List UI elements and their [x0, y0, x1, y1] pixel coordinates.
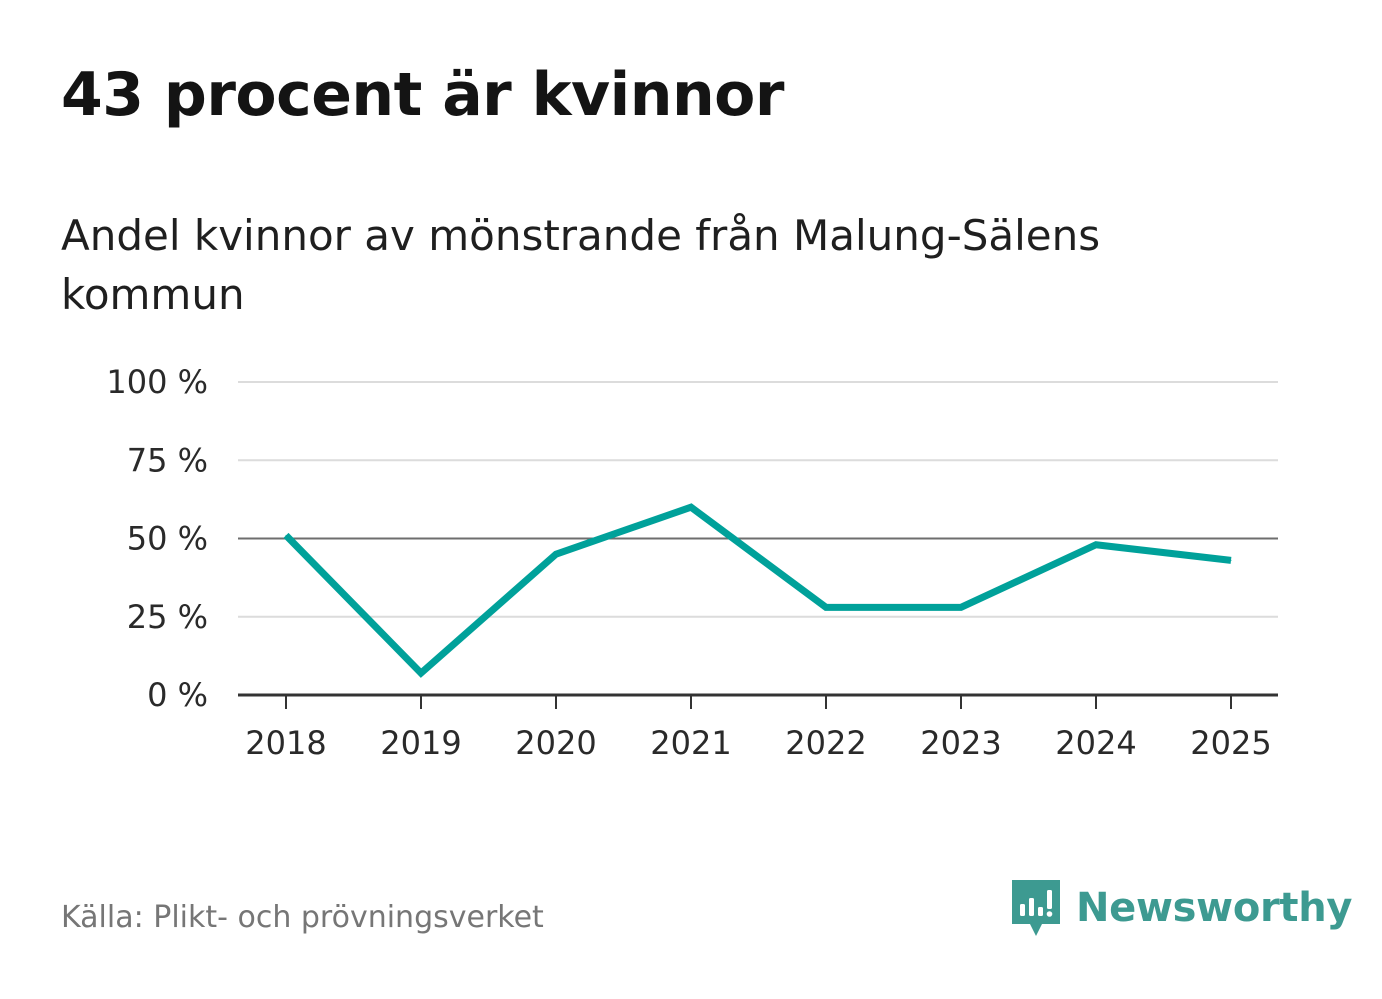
x-tick-label: 2025: [1190, 724, 1271, 762]
data-point: [1230, 559, 1232, 561]
series-line: [283, 503, 1232, 678]
chart-subtitle: Andel kvinnor av mönstrande från Malung-…: [61, 211, 1101, 319]
x-tick-label: 2023: [920, 724, 1001, 762]
brand-logo: Newsworthy: [1010, 878, 1353, 938]
x-tick-label: 2024: [1055, 724, 1136, 762]
data-point: [285, 534, 287, 536]
y-tick-label: 25 %: [127, 598, 208, 636]
x-tick-label: 2019: [380, 724, 461, 762]
data-point: [825, 606, 827, 608]
tick-labels: 0 % 25 % 50 % 75 % 100 % 2018 2019 2020 2021 2022…: [106, 363, 1271, 762]
x-tick-label: 2018: [245, 724, 326, 762]
data-point: [1095, 544, 1097, 546]
y-tick-label: 100 %: [106, 363, 208, 401]
data-point: [420, 672, 422, 674]
brand-name: Newsworthy: [1076, 885, 1353, 931]
chart-title: 43 procent är kvinnor: [61, 60, 784, 130]
x-tick-label: 2021: [650, 724, 731, 762]
y-tick-label: 0 %: [147, 676, 208, 714]
newsworthy-logo-icon: [1012, 880, 1060, 936]
grid-lines: [238, 381, 1278, 618]
x-tick-label: 2020: [515, 724, 596, 762]
y-tick-label: 50 %: [127, 520, 208, 558]
data-point: [690, 506, 692, 508]
y-tick-label: 75 %: [127, 441, 208, 479]
series: [283, 503, 1232, 678]
data-point: [555, 553, 557, 555]
data-point: [960, 606, 962, 608]
source-note: Källa: Plikt- och prövningsverket: [61, 900, 544, 935]
x-tick-label: 2022: [785, 724, 866, 762]
axes: [238, 537, 1278, 709]
